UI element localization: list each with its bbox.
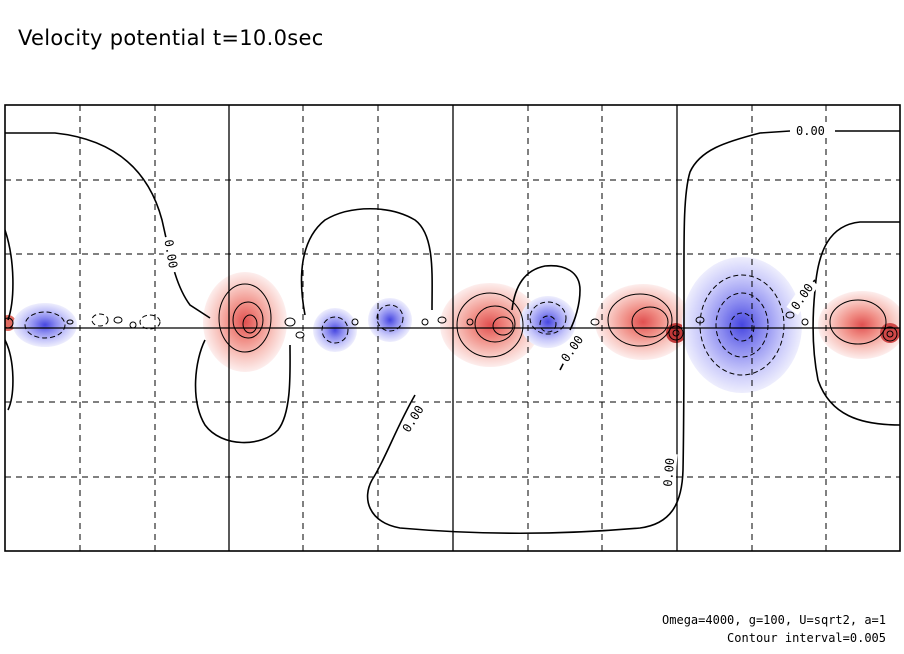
- negative-lobe: [13, 303, 77, 347]
- contour-label: 0.00: [661, 457, 677, 487]
- chart-title: Velocity potential t=10.0sec: [18, 26, 324, 50]
- parameters-note: Omega=4000, g=100, U=sqrt2, a=1: [662, 613, 886, 627]
- small-contour-blobs: [66, 311, 809, 339]
- positive-lobe: [595, 284, 691, 360]
- contour-interval-note: Contour interval=0.005: [727, 631, 886, 645]
- plot-frame: [4, 104, 901, 552]
- major-lines: [5, 105, 900, 551]
- negative-lobe: [313, 308, 357, 352]
- positive-lobe: [203, 272, 287, 372]
- negative-lobe: [682, 257, 802, 393]
- negative-lobe: [368, 298, 412, 342]
- negative-lobe: [520, 296, 576, 348]
- positive-contours: [5, 283, 898, 358]
- contour-label: 0.00: [796, 124, 825, 138]
- negative-contours: [24, 274, 785, 376]
- contour-label: 0.00: [161, 238, 180, 269]
